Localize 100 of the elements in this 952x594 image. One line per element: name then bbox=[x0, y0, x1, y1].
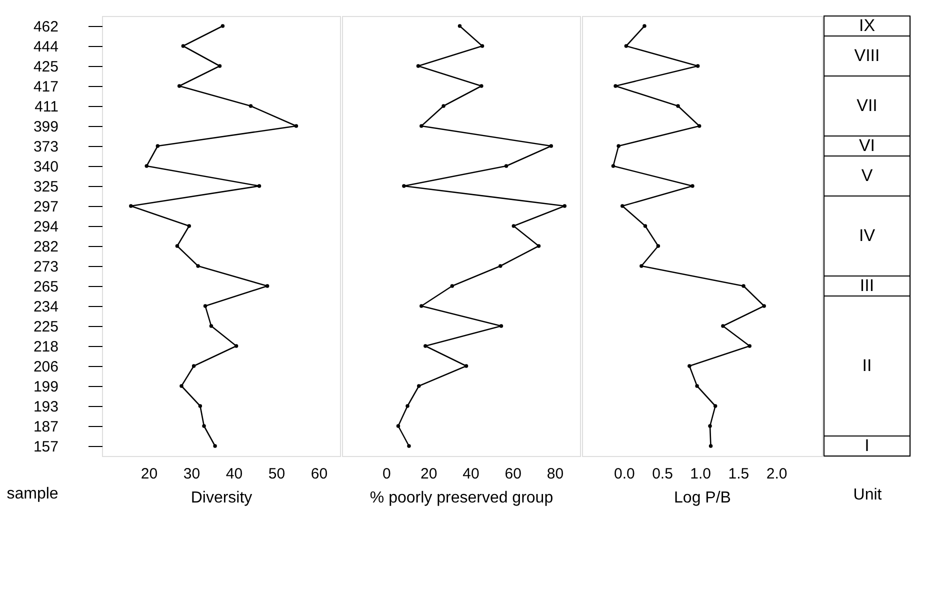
point bbox=[697, 124, 702, 128]
point bbox=[424, 344, 428, 348]
point bbox=[402, 184, 406, 188]
point bbox=[257, 184, 262, 188]
text: III bbox=[860, 276, 874, 295]
x-axis-title: % poorly preserved group bbox=[370, 490, 554, 506]
x-tick-label: 0.0 bbox=[614, 466, 635, 482]
point bbox=[620, 204, 624, 208]
text: VII bbox=[856, 96, 878, 115]
point bbox=[676, 104, 680, 108]
y-tick-label: 444 bbox=[33, 38, 58, 56]
x-axis-title: Log P/B bbox=[674, 490, 731, 506]
point bbox=[464, 364, 468, 368]
point bbox=[209, 324, 214, 328]
x-axis-title: Diversity bbox=[190, 490, 252, 506]
point bbox=[144, 164, 148, 168]
point bbox=[762, 304, 766, 308]
y-tick-label: 199 bbox=[33, 378, 58, 396]
x-tick-label: 2.0 bbox=[766, 466, 788, 482]
point bbox=[549, 144, 554, 148]
point bbox=[708, 444, 713, 448]
point bbox=[175, 244, 180, 248]
y-tick-label: 340 bbox=[33, 158, 58, 176]
point bbox=[614, 84, 618, 88]
point bbox=[695, 384, 699, 388]
point bbox=[458, 24, 462, 28]
point bbox=[721, 324, 725, 328]
y-tick-label: 157 bbox=[33, 438, 58, 456]
point bbox=[396, 424, 400, 428]
text: I bbox=[864, 436, 870, 455]
point bbox=[294, 124, 298, 128]
y-tick-label: 411 bbox=[34, 98, 58, 116]
point bbox=[181, 44, 186, 48]
point bbox=[202, 424, 206, 428]
y-axis-title: sample bbox=[6, 486, 58, 502]
point bbox=[187, 224, 191, 228]
text: IV bbox=[858, 226, 876, 245]
point bbox=[708, 424, 712, 428]
y-tick-label: 425 bbox=[33, 58, 58, 76]
y-tick-label: 265 bbox=[33, 278, 58, 296]
x-tick-label: 20 bbox=[420, 466, 438, 482]
text: Unit bbox=[853, 486, 882, 504]
y-tick-label: 225 bbox=[33, 318, 58, 336]
point bbox=[480, 84, 484, 88]
point bbox=[616, 144, 620, 148]
point bbox=[450, 284, 454, 288]
y-tick-label: 373 bbox=[33, 138, 58, 156]
point bbox=[196, 264, 200, 268]
point bbox=[442, 104, 446, 108]
point bbox=[480, 44, 484, 48]
x-tick-label: 40 bbox=[226, 466, 243, 482]
point bbox=[624, 44, 628, 48]
y-tick-label: 462 bbox=[33, 18, 58, 36]
x-tick-label: 60 bbox=[504, 466, 522, 482]
point bbox=[640, 264, 644, 268]
y-tick-label: 187 bbox=[33, 418, 58, 436]
y-tick-label: 294 bbox=[33, 218, 58, 236]
text: V bbox=[861, 166, 873, 185]
point bbox=[407, 444, 411, 448]
point bbox=[642, 24, 646, 28]
point bbox=[265, 284, 270, 288]
point bbox=[748, 344, 752, 348]
y-tick-label: 206 bbox=[33, 358, 58, 376]
x-tick-label: 0 bbox=[382, 466, 391, 482]
point bbox=[420, 304, 424, 308]
point bbox=[220, 24, 225, 28]
point bbox=[213, 444, 217, 448]
point bbox=[406, 404, 410, 408]
point bbox=[417, 384, 421, 388]
point bbox=[499, 324, 504, 328]
point bbox=[218, 64, 222, 68]
x-tick-label: 20 bbox=[140, 466, 158, 482]
y-tick-label: 417 bbox=[33, 78, 58, 96]
point bbox=[420, 124, 424, 128]
point bbox=[180, 384, 184, 388]
point bbox=[536, 244, 541, 248]
point bbox=[198, 404, 202, 408]
point bbox=[512, 224, 516, 228]
point bbox=[192, 364, 196, 368]
y-tick-label: 399 bbox=[33, 118, 58, 136]
point bbox=[504, 164, 508, 168]
point bbox=[234, 344, 238, 348]
point bbox=[248, 104, 253, 108]
point bbox=[203, 304, 208, 308]
x-tick-label: 40 bbox=[462, 466, 480, 482]
point bbox=[713, 404, 718, 408]
y-tick-label: 297 bbox=[33, 198, 58, 216]
point bbox=[156, 144, 160, 148]
text: VI bbox=[858, 136, 876, 155]
text: VIII bbox=[854, 46, 880, 65]
point bbox=[643, 224, 648, 228]
x-tick-label: 30 bbox=[183, 466, 200, 482]
x-tick-label: 60 bbox=[310, 466, 328, 482]
text: II bbox=[862, 356, 872, 375]
x-tick-label: 50 bbox=[268, 466, 286, 482]
y-tick-label: 218 bbox=[33, 338, 58, 356]
point bbox=[177, 84, 182, 88]
point bbox=[416, 64, 420, 68]
x-tick-label: 0.5 bbox=[652, 466, 673, 482]
point bbox=[690, 184, 694, 188]
